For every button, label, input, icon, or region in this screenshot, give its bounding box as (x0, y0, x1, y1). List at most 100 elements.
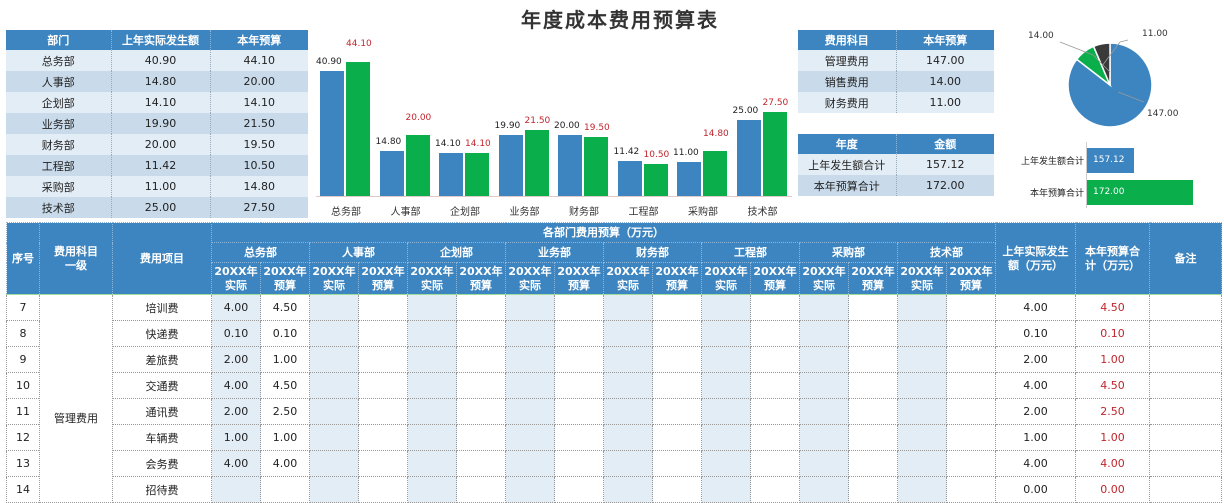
actual-cell[interactable]: 2.00 (211, 346, 261, 373)
budget-cell[interactable] (554, 320, 604, 347)
actual-cell[interactable] (505, 346, 555, 373)
actual-cell[interactable] (505, 294, 555, 321)
note-cell[interactable] (1149, 450, 1222, 477)
budget-cell[interactable] (848, 450, 898, 477)
budget-cell[interactable] (554, 450, 604, 477)
actual-cell[interactable] (799, 476, 849, 503)
actual-cell[interactable] (309, 424, 359, 451)
actual-cell[interactable] (407, 372, 457, 399)
budget-cell[interactable] (848, 320, 898, 347)
budget-cell[interactable] (456, 476, 506, 503)
budget-cell[interactable] (848, 372, 898, 399)
actual-cell[interactable] (897, 424, 947, 451)
budget-cell[interactable] (848, 424, 898, 451)
budget-cell[interactable] (750, 294, 800, 321)
budget-cell[interactable] (652, 320, 702, 347)
budget-cell[interactable] (750, 424, 800, 451)
actual-cell[interactable] (897, 320, 947, 347)
actual-cell[interactable] (505, 424, 555, 451)
actual-cell[interactable] (407, 294, 457, 321)
actual-cell[interactable] (407, 476, 457, 503)
budget-cell[interactable] (652, 346, 702, 373)
actual-cell[interactable] (603, 424, 653, 451)
actual-cell[interactable] (407, 424, 457, 451)
budget-cell[interactable] (456, 320, 506, 347)
budget-cell[interactable] (848, 294, 898, 321)
actual-cell[interactable]: 4.00 (211, 450, 261, 477)
actual-cell[interactable] (309, 372, 359, 399)
budget-cell[interactable] (652, 450, 702, 477)
budget-cell[interactable]: 2.50 (260, 398, 310, 425)
actual-cell[interactable]: 2.00 (211, 398, 261, 425)
budget-cell[interactable]: 4.50 (260, 294, 310, 321)
budget-cell[interactable] (848, 476, 898, 503)
note-cell[interactable] (1149, 346, 1222, 373)
budget-cell[interactable] (358, 476, 408, 503)
actual-cell[interactable] (309, 476, 359, 503)
budget-cell[interactable] (946, 372, 996, 399)
actual-cell[interactable] (309, 294, 359, 321)
actual-cell[interactable] (603, 320, 653, 347)
budget-cell[interactable] (750, 372, 800, 399)
budget-cell[interactable] (358, 320, 408, 347)
budget-cell[interactable] (750, 346, 800, 373)
actual-cell[interactable] (309, 398, 359, 425)
budget-cell[interactable] (946, 424, 996, 451)
actual-cell[interactable] (505, 450, 555, 477)
actual-cell[interactable] (701, 320, 751, 347)
actual-cell[interactable] (701, 398, 751, 425)
actual-cell[interactable] (505, 476, 555, 503)
budget-cell[interactable] (554, 294, 604, 321)
item-cell[interactable]: 招待费 (112, 476, 212, 503)
actual-cell[interactable]: 1.00 (211, 424, 261, 451)
category-cell[interactable]: 管理费用 (39, 294, 113, 503)
budget-cell[interactable]: 1.00 (260, 424, 310, 451)
actual-cell[interactable] (603, 346, 653, 373)
budget-cell[interactable] (652, 476, 702, 503)
budget-cell[interactable] (456, 294, 506, 321)
actual-cell[interactable] (701, 294, 751, 321)
budget-cell[interactable] (652, 372, 702, 399)
actual-cell[interactable] (701, 372, 751, 399)
actual-cell[interactable] (701, 450, 751, 477)
actual-cell[interactable] (799, 372, 849, 399)
budget-cell[interactable]: 4.50 (260, 372, 310, 399)
note-cell[interactable] (1149, 320, 1222, 347)
budget-cell[interactable] (358, 372, 408, 399)
item-cell[interactable]: 通讯费 (112, 398, 212, 425)
budget-cell[interactable]: 0.10 (260, 320, 310, 347)
budget-cell[interactable] (456, 424, 506, 451)
note-cell[interactable] (1149, 398, 1222, 425)
note-cell[interactable] (1149, 476, 1222, 503)
actual-cell[interactable] (407, 346, 457, 373)
item-cell[interactable]: 培训费 (112, 294, 212, 321)
budget-cell[interactable] (358, 294, 408, 321)
item-cell[interactable]: 会务费 (112, 450, 212, 477)
actual-cell[interactable] (309, 320, 359, 347)
actual-cell[interactable] (897, 294, 947, 321)
actual-cell[interactable] (897, 450, 947, 477)
actual-cell[interactable] (799, 320, 849, 347)
actual-cell[interactable] (897, 476, 947, 503)
budget-cell[interactable] (750, 476, 800, 503)
actual-cell[interactable] (505, 372, 555, 399)
actual-cell[interactable] (799, 346, 849, 373)
budget-cell[interactable] (848, 398, 898, 425)
budget-cell[interactable] (456, 398, 506, 425)
actual-cell[interactable] (701, 424, 751, 451)
budget-cell[interactable] (946, 398, 996, 425)
actual-cell[interactable] (603, 372, 653, 399)
actual-cell[interactable] (603, 398, 653, 425)
actual-cell[interactable] (407, 450, 457, 477)
budget-cell[interactable] (358, 450, 408, 477)
actual-cell[interactable] (309, 346, 359, 373)
actual-cell[interactable] (799, 450, 849, 477)
budget-cell[interactable] (946, 320, 996, 347)
item-cell[interactable]: 车辆费 (112, 424, 212, 451)
actual-cell[interactable]: 4.00 (211, 372, 261, 399)
actual-cell[interactable] (211, 476, 261, 503)
actual-cell[interactable] (897, 346, 947, 373)
actual-cell[interactable] (505, 398, 555, 425)
actual-cell[interactable]: 0.10 (211, 320, 261, 347)
budget-cell[interactable] (946, 294, 996, 321)
